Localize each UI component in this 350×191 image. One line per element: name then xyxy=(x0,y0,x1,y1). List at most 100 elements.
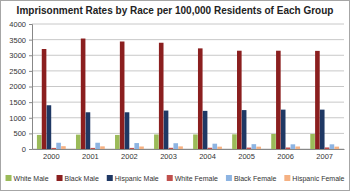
bar xyxy=(134,143,139,149)
bar xyxy=(203,111,208,149)
x-tick: 2004 xyxy=(199,149,216,161)
y-tick: 2000 xyxy=(9,82,32,91)
legend-swatch xyxy=(6,175,12,181)
y-tick-label: 3000 xyxy=(9,51,26,60)
legend-label: Hispanic Male xyxy=(115,175,159,183)
legend-label: White Male xyxy=(14,175,49,182)
bar xyxy=(178,146,183,149)
grid-line xyxy=(32,55,344,56)
grid-line xyxy=(32,86,344,87)
x-tick: 2001 xyxy=(82,149,99,161)
x-tick: 2006 xyxy=(277,149,294,161)
x-axis: 2000 2001 2002 2003 2004 2005 2006 2007 xyxy=(33,149,345,161)
legend-swatch xyxy=(284,175,290,181)
bar xyxy=(198,48,203,149)
bar xyxy=(276,51,281,149)
bar xyxy=(330,144,335,149)
series xyxy=(51,147,329,149)
x-tick-label: 2006 xyxy=(277,152,294,161)
bar xyxy=(90,148,95,149)
legend-swatch xyxy=(167,175,173,181)
x-tick-label: 2002 xyxy=(121,152,138,161)
y-tick-mark xyxy=(29,118,32,119)
bar xyxy=(208,148,213,149)
plot: 0 500 1000 1500 2000 2500 3000 3500 4000 2000 2001… xyxy=(9,20,344,161)
x-axis-line xyxy=(33,149,345,150)
x-tick-label: 2000 xyxy=(43,152,60,161)
bar xyxy=(232,134,237,149)
y-tick: 0 xyxy=(22,145,32,154)
y-tick: 3500 xyxy=(9,36,32,45)
x-tick: 2002 xyxy=(121,149,138,161)
bar xyxy=(42,49,47,149)
bar xyxy=(281,110,286,149)
y-tick-mark xyxy=(29,149,32,150)
x-tick-label: 2007 xyxy=(316,152,333,161)
x-tick-label: 2004 xyxy=(199,152,216,161)
y-tick-label: 4000 xyxy=(9,20,26,29)
bar xyxy=(315,51,320,149)
bar xyxy=(325,147,330,149)
y-axis-line xyxy=(29,25,33,150)
y-tick-mark xyxy=(29,55,32,56)
grid-line xyxy=(32,39,344,40)
legend-item: Hispanic Male xyxy=(107,175,159,183)
bar xyxy=(173,143,178,149)
chart: Imprisonment Rates by Race per 100,000 R… xyxy=(0,0,350,191)
series xyxy=(47,105,325,149)
legend-item: White Male xyxy=(6,175,49,182)
legend-swatch xyxy=(107,175,113,181)
grid-line xyxy=(32,24,344,25)
bar xyxy=(51,148,56,149)
bar xyxy=(47,105,52,149)
series xyxy=(37,134,315,149)
y-tick: 500 xyxy=(13,129,32,138)
y-tick-label: 0 xyxy=(22,145,26,154)
bar xyxy=(295,147,300,150)
bar xyxy=(217,147,222,149)
bar xyxy=(271,134,276,149)
bar xyxy=(139,147,144,150)
y-tick: 1000 xyxy=(9,114,32,123)
y-tick-label: 2500 xyxy=(9,67,26,76)
bar xyxy=(86,112,91,149)
legend-item: White Female xyxy=(167,175,218,182)
grid-line xyxy=(32,117,344,118)
y-tick-label: 3500 xyxy=(9,36,26,45)
bar xyxy=(56,143,61,149)
y-tick-mark xyxy=(29,71,32,72)
y-tick-label: 1500 xyxy=(9,98,26,107)
grid-line xyxy=(32,102,344,103)
x-tick-label: 2001 xyxy=(82,152,99,161)
legend-swatch xyxy=(226,175,232,181)
bar xyxy=(115,135,120,149)
y-tick-label: 2000 xyxy=(9,82,26,91)
bar xyxy=(164,111,169,149)
x-tick: 2000 xyxy=(43,149,60,161)
bar xyxy=(76,135,81,149)
series xyxy=(61,146,339,149)
bar xyxy=(212,144,217,149)
x-tick-label: 2005 xyxy=(238,152,255,161)
y-tick-mark xyxy=(29,87,32,88)
y-tick-label: 1000 xyxy=(9,114,26,123)
bar xyxy=(334,147,339,149)
legend-label: Hispanic Female xyxy=(292,175,344,183)
x-tick: 2007 xyxy=(316,149,333,161)
bar xyxy=(252,144,257,149)
legend: White Male Black Male Hispanic Male White F… xyxy=(6,175,345,183)
bar xyxy=(37,135,42,149)
y-tick-label: 500 xyxy=(13,129,26,138)
bar xyxy=(286,148,291,150)
bar xyxy=(169,148,174,149)
bar xyxy=(256,147,261,149)
legend-item: Black Male xyxy=(57,175,99,182)
bar xyxy=(100,146,105,149)
x-tick-label: 2003 xyxy=(160,152,177,161)
y-tick-mark xyxy=(29,133,32,134)
bar xyxy=(61,146,66,149)
legend-swatch xyxy=(57,175,63,181)
x-tick: 2003 xyxy=(160,149,177,161)
y-tick: 4000 xyxy=(9,20,32,29)
y-tick: 3000 xyxy=(9,51,32,60)
